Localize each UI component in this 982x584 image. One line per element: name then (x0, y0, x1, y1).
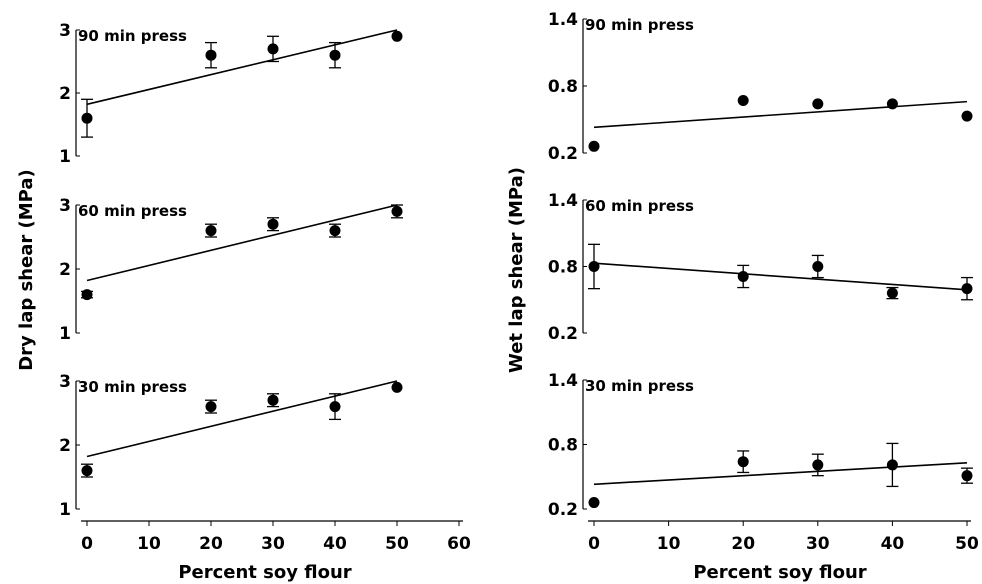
data-point (267, 218, 279, 230)
y-tick-label: 1.4 (548, 191, 578, 211)
y-tick-label: 0.8 (548, 258, 578, 278)
data-point (588, 497, 600, 509)
y-tick-label: 3 (59, 372, 71, 392)
panel-title: 90 min press (78, 27, 187, 45)
panel-title: 60 min press (78, 202, 187, 220)
data-point (205, 225, 217, 237)
panel-title: 30 min press (78, 378, 187, 396)
data-point (961, 470, 973, 482)
x-tick-label: 0 (81, 534, 93, 554)
data-point (205, 401, 217, 413)
trend-line (593, 262, 968, 291)
data-point (737, 456, 749, 468)
data-point (81, 465, 93, 477)
y-tick-label: 2 (59, 436, 71, 456)
y-tick-label: 3 (59, 196, 71, 216)
x-tick-label: 30 (261, 534, 285, 554)
trend-line (86, 204, 398, 282)
data-point (812, 98, 824, 110)
data-point (205, 49, 217, 61)
chart-panel-6: 0.2 0.8 1.4 0 10 20 30 40 50 30 min press (548, 371, 979, 554)
data-point (391, 205, 403, 217)
x-tick-label: 20 (199, 534, 223, 554)
chart-panel-5: 0.2 0.8 1.4 60 min press (548, 191, 973, 344)
data-point (812, 459, 824, 471)
data-point (267, 394, 279, 406)
trend-line (86, 380, 398, 458)
y-tick-label: 1 (59, 324, 71, 344)
x-tick-label: 50 (385, 534, 409, 554)
data-point (329, 225, 341, 237)
data-point (588, 261, 600, 272)
data-point (886, 98, 898, 110)
trend-line (593, 461, 968, 486)
left-y-axis-title: Dry lap shear (MPa) (16, 169, 37, 371)
data-point (961, 283, 973, 295)
data-point (391, 30, 403, 42)
data-point (961, 110, 973, 122)
data-point (329, 49, 341, 61)
x-tick-label: 40 (881, 534, 905, 554)
data-point (886, 459, 898, 471)
y-tick-label: 0.8 (548, 77, 578, 97)
data-point (812, 261, 824, 272)
data-point (737, 270, 749, 282)
trend-line (86, 29, 398, 106)
right-x-axis-title: Percent soy flour (693, 562, 866, 583)
y-tick-label: 0.2 (548, 144, 578, 164)
data-point (737, 95, 749, 107)
data-point (588, 140, 600, 152)
x-tick-label: 0 (588, 534, 600, 554)
data-point (886, 287, 898, 299)
x-tick-label: 40 (323, 534, 347, 554)
y-tick-label: 1 (59, 500, 71, 520)
y-tick-label: 0.2 (548, 500, 578, 520)
y-tick-label: 2 (59, 84, 71, 104)
panel-title: 60 min press (585, 197, 694, 215)
data-point (267, 43, 279, 55)
chart-panel-2: 1 2 3 60 min press (59, 196, 403, 344)
trend-line (593, 100, 968, 129)
chart-panel-1: 1 2 3 90 min press (59, 21, 403, 167)
data-point (81, 112, 93, 124)
chart-panel-4: 0.2 0.8 1.4 90 min press (548, 10, 973, 164)
data-point (329, 401, 341, 413)
x-tick-label: 50 (955, 534, 979, 554)
y-tick-label: 1 (59, 147, 71, 167)
x-tick-label: 10 (137, 534, 161, 554)
x-tick-label: 60 (447, 534, 471, 554)
y-tick-label: 1.4 (548, 10, 578, 30)
panel-title: 90 min press (585, 16, 694, 34)
left-x-axis-title: Percent soy flour (178, 562, 351, 583)
y-tick-label: 0.8 (548, 436, 578, 456)
y-tick-label: 3 (59, 21, 71, 41)
y-tick-label: 1.4 (548, 371, 578, 391)
x-tick-label: 20 (731, 534, 755, 554)
y-tick-label: 0.2 (548, 324, 578, 344)
x-tick-label: 30 (806, 534, 830, 554)
data-point (391, 381, 403, 393)
right-y-axis-title: Wet lap shear (MPa) (506, 167, 527, 373)
y-tick-label: 2 (59, 260, 71, 280)
data-point (81, 289, 93, 301)
x-tick-label: 10 (657, 534, 681, 554)
panel-title: 30 min press (585, 377, 694, 395)
